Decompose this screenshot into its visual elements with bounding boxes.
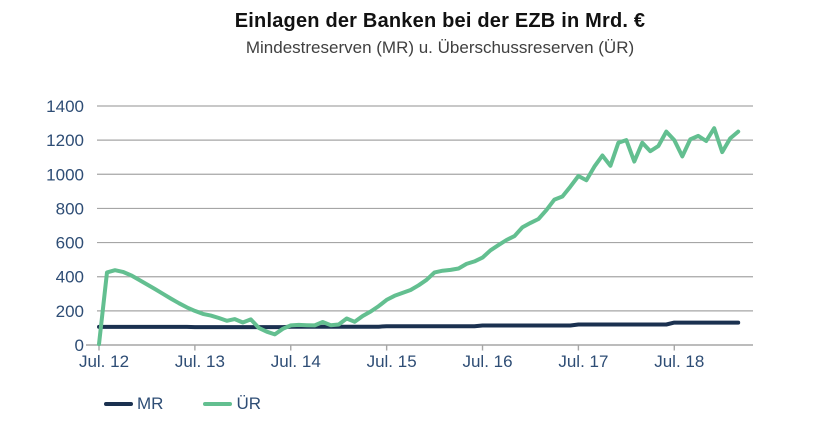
legend-item-mr: MR xyxy=(104,394,163,414)
chart-subtitle: Mindestreserven (MR) u. Überschussreserv… xyxy=(245,38,635,57)
y-axis-label: 0 xyxy=(75,336,84,355)
y-axis-label: 1000 xyxy=(46,165,84,184)
chart-legend: MR ÜR xyxy=(104,394,261,414)
x-axis-label: Jul. 16 xyxy=(462,352,512,371)
x-axis-label: Jul. 12 xyxy=(79,352,129,371)
y-axis-label: 400 xyxy=(56,268,84,287)
mr-line-swatch xyxy=(104,402,133,406)
ur-line-swatch xyxy=(203,402,233,406)
x-axis-label: Jul. 15 xyxy=(367,352,417,371)
legend-label-mr: MR xyxy=(137,394,164,413)
x-axis-label: Jul. 17 xyxy=(558,352,608,371)
y-axis-label: 200 xyxy=(56,302,84,321)
chart-title: Einlagen der Banken bei der EZB in Mrd. … xyxy=(234,10,646,32)
y-axis-label: 1200 xyxy=(46,131,84,150)
x-axis-label: Jul. 14 xyxy=(271,352,321,371)
legend-label-ur: ÜR xyxy=(236,394,262,413)
y-axis-label: 800 xyxy=(56,199,84,218)
series-line-mr xyxy=(97,320,741,330)
x-axis-label: Jul. 13 xyxy=(175,352,225,371)
y-axis-label: 1400 xyxy=(46,97,84,116)
y-axis-label: 600 xyxy=(56,234,84,253)
series-line-ur xyxy=(97,126,741,347)
x-axis-label: Jul. 18 xyxy=(654,352,704,371)
legend-item-ur: ÜR xyxy=(203,394,261,414)
